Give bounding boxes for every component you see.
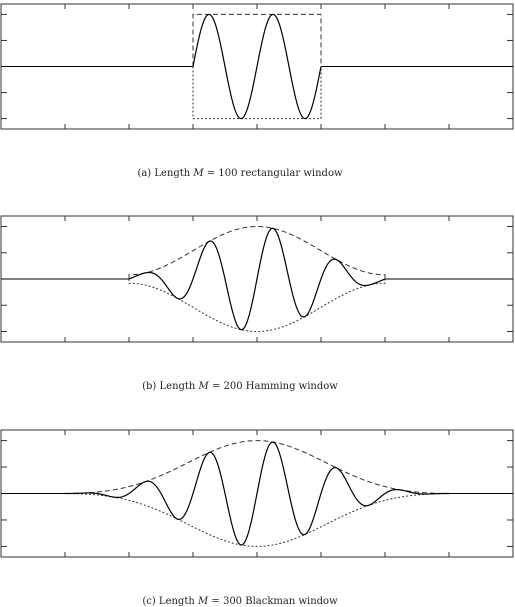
panel-blackman-window: [0, 429, 514, 558]
panel-hamming-window: [0, 215, 514, 343]
lower-envelope-line: [65, 493, 449, 547]
panel-rectangular-window: [0, 3, 514, 130]
caption-b: (b) Length M = 200 Hamming window: [142, 381, 338, 392]
lower-envelope-line: [192, 66, 322, 120]
windowed-signal-line: [128, 227, 386, 331]
upper-envelope-line: [128, 226, 386, 279]
windowed-signal-line: [65, 441, 449, 546]
caption-a: (a) Length M = 100 rectangular window: [137, 168, 343, 179]
upper-envelope-line: [65, 440, 449, 494]
caption-c: (c) Length M = 300 Blackman window: [142, 596, 338, 607]
lower-envelope-line: [128, 279, 386, 332]
windowed-signal-line: [192, 13, 322, 120]
upper-envelope-line: [192, 13, 322, 67]
